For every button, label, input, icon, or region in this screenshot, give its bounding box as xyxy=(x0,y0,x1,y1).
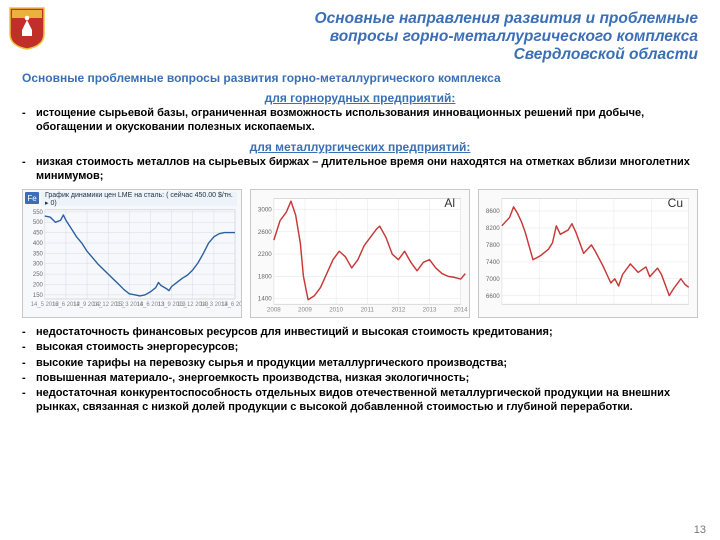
chart-cu: Cu 6600 7000 7400 7800 8200 8600 xyxy=(478,189,698,318)
svg-text:2600: 2600 xyxy=(258,229,272,236)
title-line-3: Свердловской области xyxy=(514,46,698,63)
svg-text:2014: 2014 xyxy=(454,307,468,314)
list-item: низкая стоимость металлов на сырьевых би… xyxy=(22,156,698,183)
svg-text:7800: 7800 xyxy=(486,242,500,249)
svg-text:1400: 1400 xyxy=(258,296,272,303)
svg-text:550: 550 xyxy=(33,210,44,216)
svg-text:8200: 8200 xyxy=(486,225,500,232)
svg-text:7000: 7000 xyxy=(486,276,500,283)
slide-title: Основные направления развития и проблемн… xyxy=(82,10,698,63)
slide-subtitle: Основные проблемные вопросы развития гор… xyxy=(22,71,698,85)
list-item: недостаточность финансовых ресурсов для … xyxy=(22,326,698,339)
svg-text:6600: 6600 xyxy=(486,293,500,300)
svg-text:450: 450 xyxy=(33,231,44,237)
svg-text:3000: 3000 xyxy=(258,207,272,214)
svg-text:250: 250 xyxy=(33,272,44,278)
chart-fe: Fe График динамики цен LME на сталь: ( с… xyxy=(22,189,242,318)
cu-chart-svg: 6600 7000 7400 7800 8200 8600 xyxy=(479,190,697,317)
mining-points: истощение сырьевой базы, ограниченная во… xyxy=(22,107,698,134)
bottom-points: недостаточность финансовых ресурсов для … xyxy=(22,326,698,414)
svg-text:2009: 2009 xyxy=(298,307,312,314)
svg-text:13_6 2014: 13_6 2014 xyxy=(221,302,241,308)
svg-text:1800: 1800 xyxy=(258,273,272,280)
section-heading-metallurgy: для металлургических предприятий: xyxy=(22,140,698,154)
svg-text:2011: 2011 xyxy=(361,307,375,314)
list-item: повышенная материало-, энергоемкость про… xyxy=(22,372,698,385)
list-item: недостаточная конкурентоспособность отде… xyxy=(22,387,698,414)
page-number: 13 xyxy=(694,524,706,536)
svg-text:500: 500 xyxy=(33,220,44,226)
region-crest xyxy=(8,6,46,50)
metallurgy-points: низкая стоимость металлов на сырьевых би… xyxy=(22,156,698,183)
section-heading-mining: для горнорудных предприятий: xyxy=(22,91,698,105)
svg-text:300: 300 xyxy=(33,262,44,268)
list-item: высокие тарифы на перевозку сырья и прод… xyxy=(22,357,698,370)
svg-text:150: 150 xyxy=(33,293,44,299)
chart-al: Al 1400 1800 2200 2600 3000 2008 2009 2010 2011 2… xyxy=(250,189,470,318)
fe-chart-svg: 15020025030035040045050055014_5 201216_6… xyxy=(23,190,241,311)
svg-text:200: 200 xyxy=(33,283,44,289)
svg-text:8600: 8600 xyxy=(486,208,500,215)
al-label: Al xyxy=(444,196,455,210)
svg-text:400: 400 xyxy=(33,241,44,247)
svg-text:7400: 7400 xyxy=(486,259,500,266)
fe-badge: Fe xyxy=(25,192,39,204)
al-chart-svg: 1400 1800 2200 2600 3000 2008 2009 2010 2011 2012… xyxy=(251,190,469,317)
fe-chart-title: График динамики цен LME на сталь: ( сейч… xyxy=(41,192,237,206)
svg-text:2013: 2013 xyxy=(423,307,437,314)
svg-text:2012: 2012 xyxy=(391,307,405,314)
title-line-1: Основные направления развития и проблемн… xyxy=(315,10,698,27)
charts-row: Fe График динамики цен LME на сталь: ( с… xyxy=(22,189,698,318)
svg-text:350: 350 xyxy=(33,251,44,257)
svg-text:2008: 2008 xyxy=(267,307,281,314)
svg-text:2010: 2010 xyxy=(329,307,343,314)
list-item: высокая стоимость энергоресурсов; xyxy=(22,341,698,354)
list-item: истощение сырьевой базы, ограниченная во… xyxy=(22,107,698,134)
svg-text:2200: 2200 xyxy=(258,251,272,258)
title-line-2: вопросы горно-металлургического комплекс… xyxy=(330,28,698,45)
cu-label: Cu xyxy=(668,196,683,210)
